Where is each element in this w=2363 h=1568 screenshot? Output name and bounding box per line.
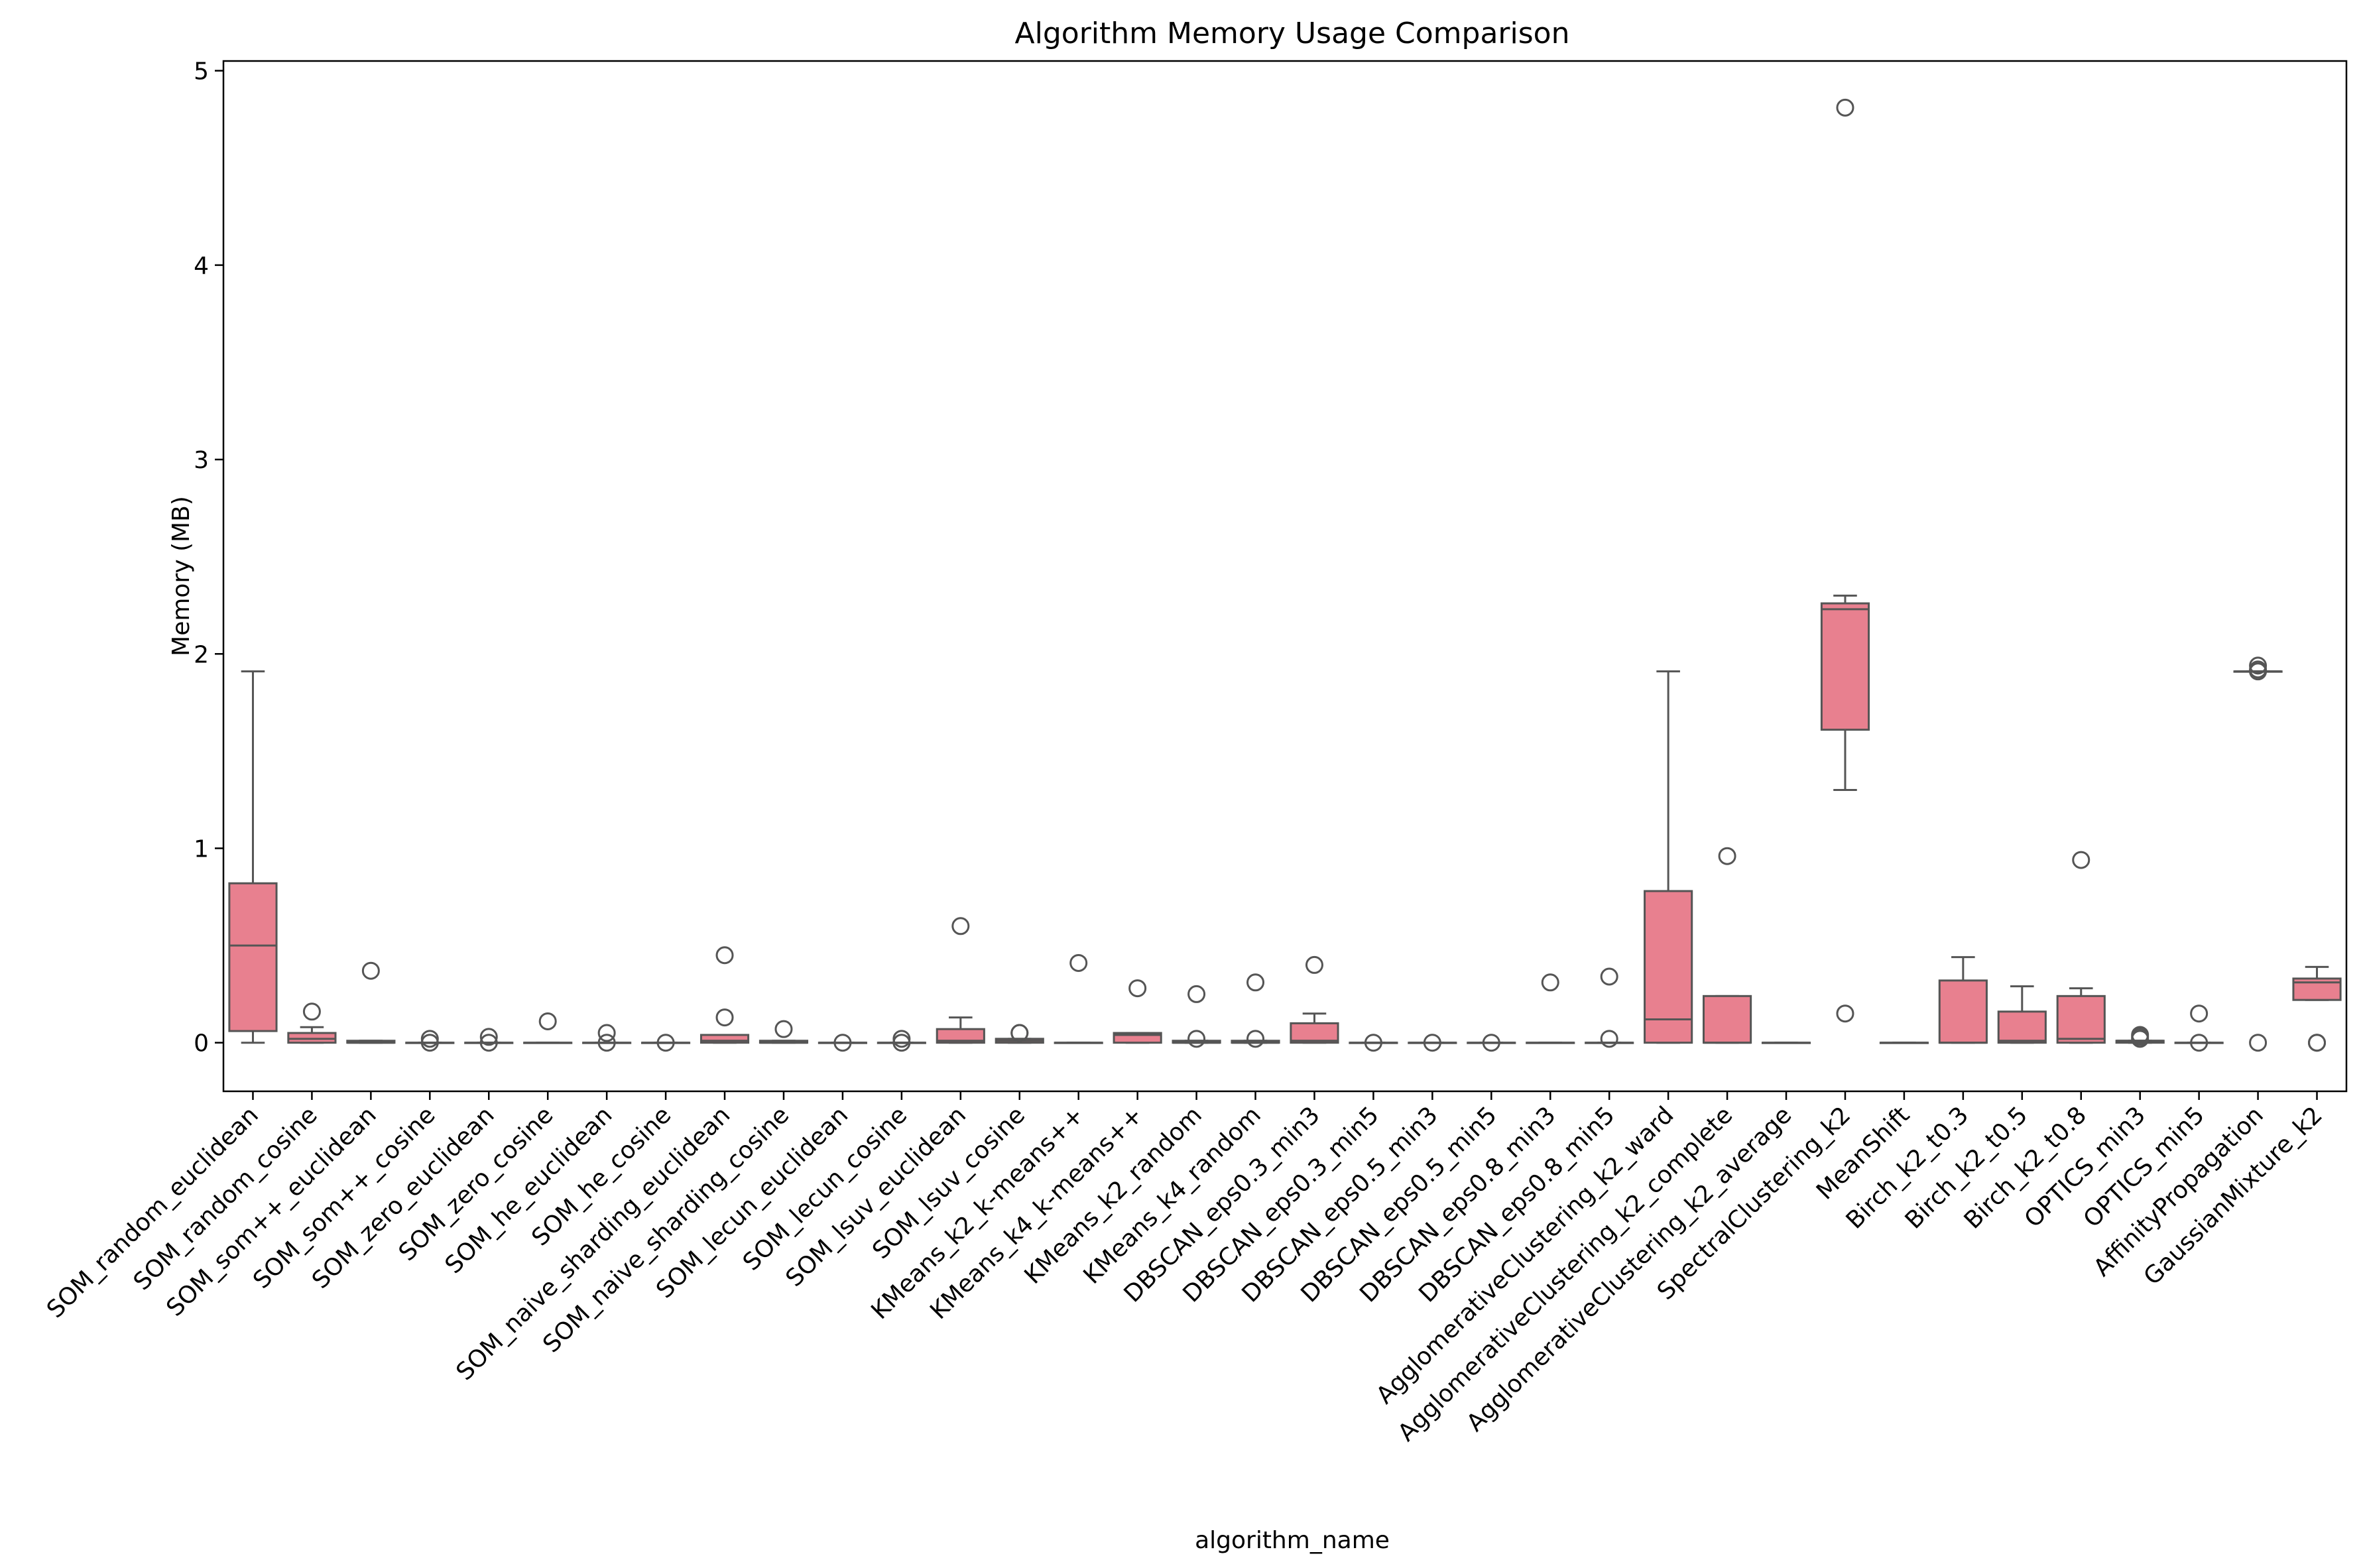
outlier-point	[1541, 973, 1559, 992]
outlier-point	[1718, 847, 1736, 865]
outlier-point	[597, 1024, 616, 1042]
box-group-35	[2292, 965, 2342, 1052]
outlier-point	[479, 1028, 498, 1046]
box-group-2	[346, 961, 396, 1044]
box-group-16	[1172, 985, 1221, 1048]
box-group-23	[1585, 967, 1634, 1048]
outlier-point	[1600, 967, 1618, 986]
outlier-point	[1423, 1034, 1441, 1052]
box-group-32	[2115, 1026, 2165, 1048]
box-group-19	[1349, 1034, 1398, 1052]
outlier-point	[1364, 1034, 1382, 1052]
outlier-point	[2190, 1034, 2209, 1052]
outlier-point	[656, 1034, 675, 1052]
box	[1703, 995, 1752, 1044]
box-group-20	[1408, 1034, 1457, 1052]
chart-title: Algorithm Memory Usage Comparison	[1015, 17, 1570, 50]
box	[1997, 1010, 2047, 1044]
outlier-point	[1187, 1030, 1206, 1048]
box	[2056, 995, 2106, 1044]
box-group-30	[1997, 985, 2047, 1044]
outlier-point	[1836, 98, 1854, 117]
box-group-15	[1113, 979, 1162, 1044]
plot-area	[228, 98, 2342, 1052]
y-axis: 0 1 2 3 4 5	[194, 58, 223, 1057]
box-group-1	[287, 1002, 337, 1044]
box	[1820, 602, 1870, 731]
outlier-point	[420, 1030, 439, 1048]
outlier-point	[1187, 985, 1206, 1003]
box-group-10	[818, 1034, 867, 1052]
box-group-27	[1820, 98, 1870, 1023]
box	[699, 1034, 750, 1044]
outlier-point	[1128, 979, 1147, 998]
outlier-point	[892, 1030, 911, 1048]
y-axis-label: Memory (MB)	[168, 496, 195, 656]
box-group-28	[1879, 1042, 1929, 1044]
box-group-12	[936, 917, 985, 1044]
outlier-point	[1836, 1004, 1854, 1023]
box-group-0	[228, 670, 278, 1044]
outlier-point	[1246, 973, 1265, 992]
outlier-point	[1010, 1024, 1029, 1042]
x-axis-label: algorithm_name	[1195, 1527, 1390, 1554]
outlier-point	[1482, 1034, 1500, 1052]
outlier-point	[2190, 1004, 2209, 1023]
box-group-11	[877, 1030, 926, 1052]
box-group-6	[582, 1024, 632, 1052]
outlier-point	[951, 917, 970, 935]
box	[1644, 890, 1693, 1044]
box-group-13	[995, 1024, 1044, 1044]
outlier-point	[1600, 1030, 1618, 1048]
box-group-9	[758, 1020, 809, 1044]
box	[1938, 979, 1988, 1044]
box-group-4	[464, 1028, 514, 1052]
box-group-14	[1054, 953, 1103, 1044]
outlier-point	[1305, 955, 1323, 974]
outlier-point	[1246, 1030, 1265, 1048]
box-group-24	[1644, 670, 1693, 1044]
outlier-point	[2072, 851, 2090, 869]
outlier-point	[2249, 656, 2268, 675]
box-group-21	[1467, 1034, 1516, 1052]
box-group-18	[1290, 955, 1339, 1044]
box-group-29	[1938, 956, 1988, 1044]
box-group-26	[1761, 1042, 1811, 1044]
axes-frame	[222, 60, 2348, 1093]
y-tick-label: 4	[194, 253, 209, 280]
outlier-point	[302, 1002, 321, 1021]
outlier-point	[774, 1020, 793, 1038]
outlier-point	[538, 1012, 557, 1030]
outlier-point	[597, 1034, 616, 1052]
y-tick-label: 0	[194, 1030, 209, 1057]
box	[1290, 1022, 1339, 1044]
box-group-5	[523, 1012, 573, 1044]
y-tick-label: 1	[194, 835, 209, 863]
box-group-25	[1703, 847, 1752, 1044]
box-group-7	[641, 1034, 691, 1052]
y-tick-label: 2	[194, 641, 209, 668]
box-group-33	[2174, 1004, 2224, 1052]
box-group-3	[405, 1030, 455, 1052]
box-group-17	[1231, 973, 1280, 1048]
outlier-point	[2249, 1034, 2268, 1052]
box-group-22	[1526, 973, 1575, 1044]
box-group-34	[2233, 656, 2283, 1052]
box	[228, 882, 278, 1032]
outlier-point	[1069, 953, 1088, 972]
outlier-point	[2131, 1026, 2150, 1044]
outlier-point	[361, 961, 380, 980]
box-group-31	[2056, 851, 2106, 1044]
y-tick-label: 5	[194, 58, 209, 86]
box-group-8	[699, 946, 750, 1044]
box	[936, 1028, 985, 1044]
outlier-point	[715, 946, 734, 965]
y-tick-label: 3	[194, 447, 209, 474]
outlier-point	[2308, 1034, 2327, 1052]
outlier-point	[833, 1034, 852, 1052]
outlier-point	[479, 1034, 498, 1052]
outlier-point	[715, 1008, 734, 1027]
